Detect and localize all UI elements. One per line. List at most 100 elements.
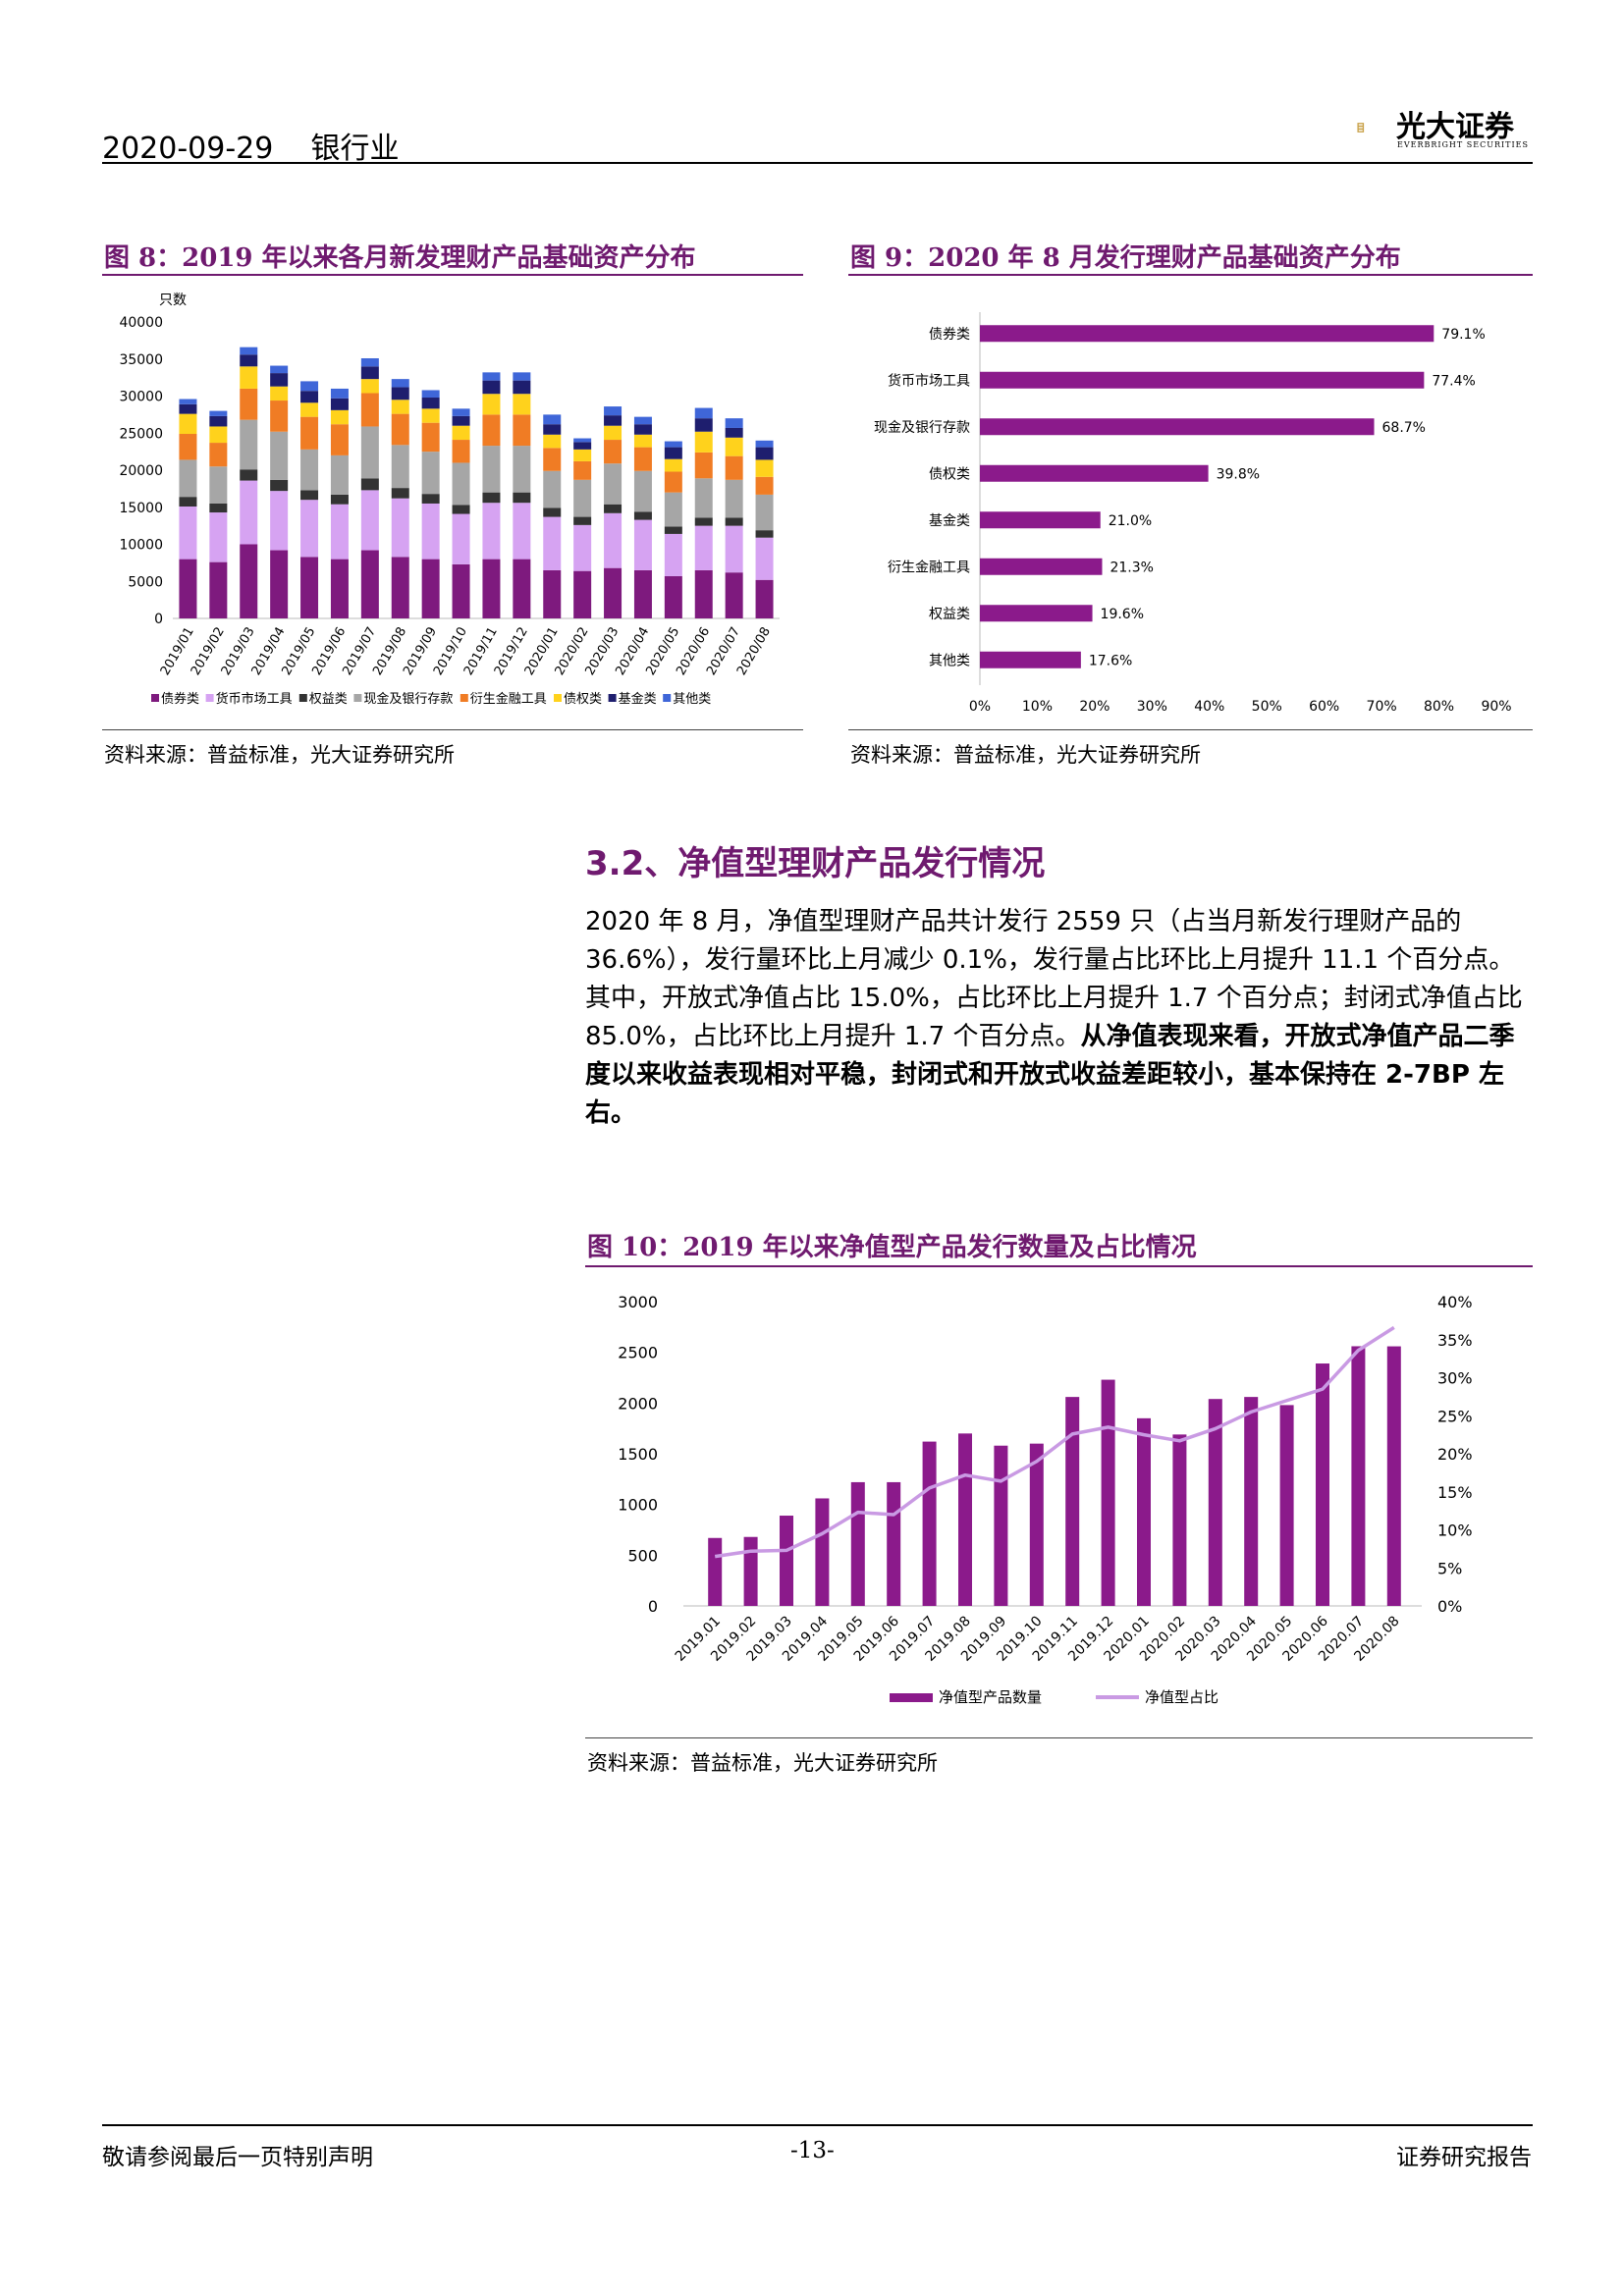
fig8-legend-swatch (460, 694, 468, 702)
fig8-bar-segment (694, 407, 713, 419)
fig8-bar-segment (270, 400, 289, 432)
fig8-bar-segment (513, 492, 531, 504)
fig10-bar (1208, 1399, 1222, 1606)
fig8-legend-label: 其他类 (673, 692, 711, 707)
fig8-bar-segment (633, 511, 652, 520)
fig9-data-label: 17.6% (1089, 653, 1132, 668)
fig8-bar-segment (513, 446, 531, 493)
fig8-bar-segment (664, 533, 682, 576)
fig8-bar-segment (209, 410, 228, 416)
fig8-bar-segment (360, 426, 379, 479)
fig10-right-ytick-label: 10% (1437, 1522, 1473, 1540)
fig9-data-label: 68.7% (1382, 420, 1426, 436)
fig8-legend-label: 货币市场工具 (216, 691, 293, 707)
fig8-bar-segment (694, 478, 713, 518)
fig10-bar (958, 1433, 972, 1606)
fig9-category-label: 现金及银行存款 (874, 420, 970, 436)
fig9-category-label: 货币市场工具 (888, 372, 970, 389)
fig10-source-rule (585, 1737, 1533, 1738)
fig8-legend-label: 基金类 (619, 691, 657, 707)
fig8-title: 图 8：2019 年以来各月新发理财产品基础资产分布 (104, 243, 696, 273)
fig9-category-label: 其他类 (929, 653, 970, 668)
fig8-bar-segment (513, 503, 531, 560)
fig8-bar-segment (633, 447, 652, 471)
fig10-bar (887, 1481, 901, 1606)
fig8-bar-segment (513, 380, 531, 395)
fig8-bar-segment (452, 408, 470, 416)
report-industry: 银行业 (310, 132, 400, 166)
fig8-bar-segment (421, 494, 440, 504)
fig8-bar-segment (300, 391, 319, 403)
fig8-bar-segment (240, 544, 258, 618)
fig8-ytick-label: 35000 (119, 352, 163, 368)
fig10-left-ytick-label: 1500 (618, 1445, 658, 1464)
fig10-bar (1244, 1397, 1259, 1606)
fig8-bar-segment (755, 476, 774, 495)
footer-report-type: 证券研究报告 (1396, 2145, 1532, 2170)
fig9-data-label: 21.3% (1110, 560, 1153, 575)
fig9-bar (980, 511, 1101, 529)
fig8-bar-segment (179, 434, 197, 460)
fig8-bar-segment (543, 448, 562, 471)
fig8-legend-label: 现金及银行存款 (363, 691, 453, 707)
fig8-bar-segment (391, 488, 409, 499)
fig8-bar-segment (330, 454, 349, 495)
fig9-source-rule (848, 729, 1533, 730)
fig8-bar-segment (482, 380, 501, 395)
fig10-title-rule (585, 1265, 1533, 1267)
fig9-data-label: 77.4% (1432, 373, 1475, 389)
footer-rule (102, 2124, 1533, 2126)
fig8-bar-segment (240, 354, 258, 367)
fig8-bar-segment (694, 525, 713, 570)
fig10-right-ytick-label: 5% (1437, 1559, 1462, 1577)
fig8-bar-segment (179, 506, 197, 560)
fig8-bar-segment (513, 394, 531, 415)
fig8-bar-segment (270, 479, 289, 492)
fig8-bar-segment (421, 559, 440, 618)
fig8-bar-segment (209, 415, 228, 427)
fig8-bar-segment (573, 442, 592, 450)
fig8-bar-segment (513, 559, 531, 618)
fig8-bar-segment (391, 400, 409, 414)
fig9-chart: 债券类 79.1% 货币市场工具 77.4% 现金及银行存款 68.7% 债权类 39.8% 基… (874, 312, 1512, 715)
fig8-bar-segment (604, 425, 623, 441)
fig8-bar-segment (240, 388, 258, 420)
fig8-bar-segment (543, 507, 562, 517)
fig9-data-label: 39.8% (1217, 466, 1260, 482)
fig10-bar (922, 1441, 937, 1606)
fig8-bar-segment (452, 513, 470, 564)
fig10-bar (1279, 1405, 1294, 1606)
fig8-bar-segment (664, 471, 682, 493)
fig8-bar-segment (604, 504, 623, 513)
fig9-data-label: 79.1% (1441, 327, 1485, 343)
fig8-bar-segment (360, 478, 379, 491)
fig8-bar-segment (573, 516, 592, 525)
fig10-legend-label-line: 净值型占比 (1145, 1688, 1218, 1706)
fig8-bar-segment (573, 449, 592, 461)
fig8-bar-segment (421, 408, 440, 423)
fig10-bar (994, 1445, 1008, 1606)
fig8-bar-segment (360, 366, 379, 380)
fig9-xtick-label: 0% (969, 699, 991, 715)
fig8-bar-segment (664, 441, 682, 448)
fig8-bar-segment (391, 387, 409, 400)
fig8-bar-segment (755, 440, 774, 448)
fig10-right-ytick-label: 40% (1437, 1293, 1473, 1311)
fig9-xtick-label: 50% (1252, 699, 1282, 715)
fig8-bar-segment (179, 399, 197, 404)
fig9-category-label: 债权类 (929, 466, 970, 482)
fig8-bar-segment (452, 440, 470, 463)
fig8-bar-segment (240, 347, 258, 355)
fig8-ytick-label: 40000 (119, 315, 163, 331)
fig8-bar-segment (270, 491, 289, 551)
fig9-bar (980, 464, 1209, 482)
fig8-bar-segment (543, 516, 562, 570)
fig8-legend-label: 权益类 (309, 691, 348, 707)
fig9-bar (980, 605, 1093, 622)
fig8-bar-segment (270, 365, 289, 374)
fig8-bar-segment (604, 406, 623, 416)
fig8-bar-segment (513, 414, 531, 447)
fig8-bar-segment (330, 504, 349, 560)
fig9-xtick-label: 30% (1137, 699, 1167, 715)
fig8-bar-segment (240, 480, 258, 545)
